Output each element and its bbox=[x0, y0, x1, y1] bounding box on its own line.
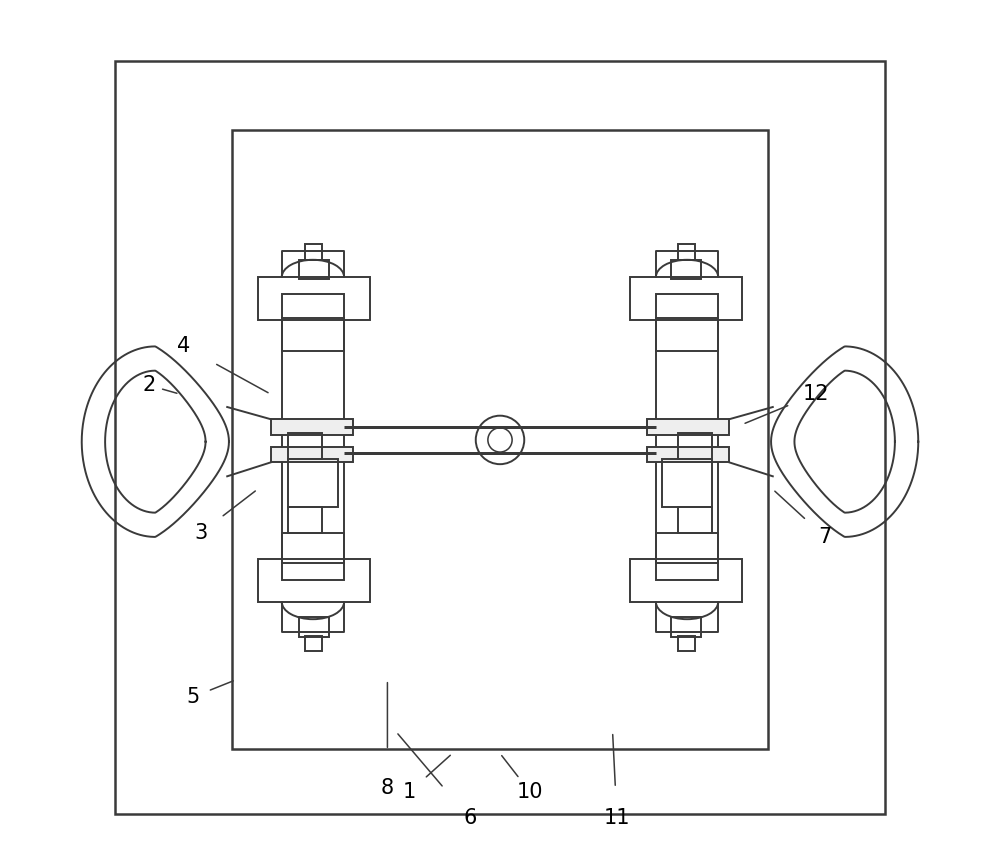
Text: 6: 6 bbox=[463, 808, 476, 829]
Bar bbox=[282, 318, 344, 351]
Bar bbox=[662, 459, 712, 507]
Bar bbox=[656, 533, 718, 563]
Bar bbox=[232, 130, 768, 749]
Bar bbox=[678, 636, 695, 651]
Text: 4: 4 bbox=[177, 336, 191, 357]
Text: 10: 10 bbox=[517, 782, 544, 803]
Bar bbox=[630, 559, 742, 602]
Bar bbox=[288, 433, 322, 459]
Text: 7: 7 bbox=[818, 527, 831, 547]
Bar bbox=[271, 447, 353, 462]
Text: 12: 12 bbox=[803, 384, 829, 404]
Text: 3: 3 bbox=[195, 522, 208, 543]
Bar bbox=[299, 260, 329, 279]
Bar bbox=[115, 61, 885, 814]
Bar bbox=[282, 533, 344, 563]
Bar bbox=[271, 419, 353, 435]
Bar bbox=[678, 244, 695, 260]
Bar bbox=[299, 617, 329, 637]
Bar bbox=[671, 260, 701, 279]
Text: 8: 8 bbox=[381, 778, 394, 798]
Bar bbox=[288, 507, 322, 533]
Bar bbox=[656, 294, 718, 580]
Text: 1: 1 bbox=[402, 782, 416, 803]
Text: 11: 11 bbox=[604, 808, 630, 829]
Bar bbox=[305, 244, 322, 260]
Bar bbox=[630, 277, 742, 320]
Text: 5: 5 bbox=[186, 687, 199, 708]
Text: 2: 2 bbox=[143, 375, 156, 396]
Bar bbox=[647, 419, 729, 435]
Bar bbox=[258, 559, 370, 602]
Bar bbox=[671, 617, 701, 637]
Bar bbox=[288, 459, 338, 507]
Bar bbox=[678, 433, 712, 459]
Bar bbox=[647, 447, 729, 462]
Bar bbox=[656, 318, 718, 351]
Bar bbox=[305, 636, 322, 651]
Bar bbox=[258, 277, 370, 320]
Bar bbox=[678, 507, 712, 533]
Bar bbox=[282, 294, 344, 580]
